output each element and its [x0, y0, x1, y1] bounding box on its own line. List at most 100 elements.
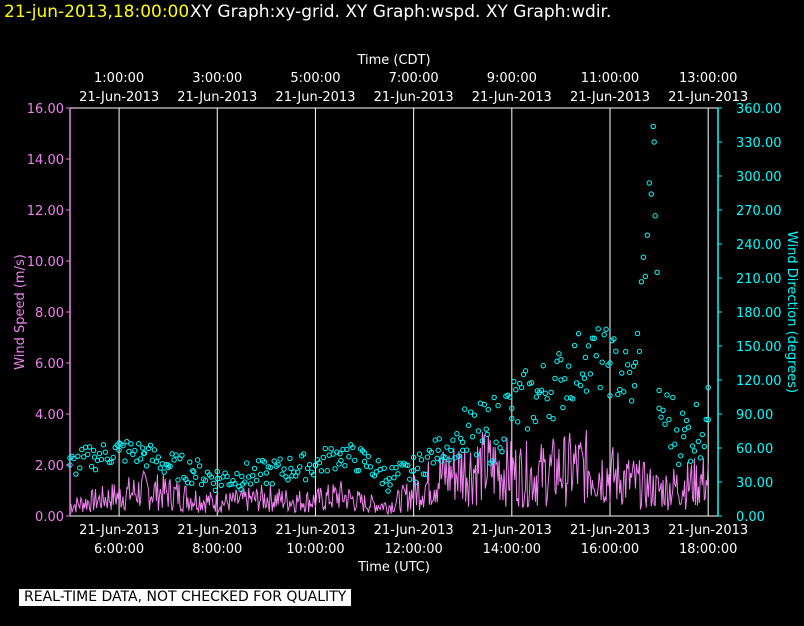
wind-direction-point: [636, 348, 643, 355]
wind-direction-point: [232, 480, 238, 487]
right-axis-tick-label: 0.00: [736, 510, 765, 525]
wind-direction-point: [467, 409, 474, 415]
wind-direction-point: [560, 404, 566, 411]
wind-direction-point: [566, 363, 572, 369]
bottom-axis-tick-date: 21-Jun-2013: [472, 523, 552, 538]
wind-direction-point: [558, 356, 564, 363]
wind-direction-point: [495, 402, 501, 409]
wind-direction-point: [361, 450, 368, 456]
wind-direction-point: [660, 407, 666, 413]
wind-direction-point: [173, 452, 179, 458]
wind-direction-point: [582, 354, 589, 361]
wind-direction-point: [461, 406, 468, 412]
bottom-axis-tick-time: 10:00:00: [286, 542, 344, 557]
wind-direction-point: [642, 273, 649, 280]
wind-direction-point: [208, 474, 215, 480]
wind-direction-point: [214, 468, 220, 475]
wind-direction-point: [153, 458, 160, 465]
wind-direction-point: [556, 351, 562, 357]
bottom-axis-tick-date: 21-Jun-2013: [275, 523, 355, 538]
wind-direction-point: [300, 451, 307, 457]
wind-direction-point: [190, 467, 196, 474]
wind-direction-point: [414, 465, 421, 472]
right-axis-tick-label: 330.00: [736, 136, 782, 151]
wind-direction-point: [634, 330, 641, 337]
wind-direction-point: [320, 454, 327, 461]
wind-direction-point: [312, 462, 319, 469]
wind-direction-point: [110, 454, 116, 461]
wind-direction-point: [251, 465, 258, 472]
wind-direction-point: [202, 477, 209, 484]
bottom-axis-tick-time: 16:00:00: [581, 542, 639, 557]
wind-direction-point: [631, 382, 638, 389]
wind-direction-point: [79, 446, 85, 453]
wind-direction-point: [533, 394, 540, 400]
wind-direction-point: [275, 462, 281, 468]
wind-direction-point: [306, 461, 313, 468]
wind-direction-point: [615, 391, 621, 398]
wind-direction-point: [81, 454, 87, 460]
wind-direction-point: [353, 468, 360, 474]
wind-direction-point: [601, 332, 607, 338]
wind-direction-point: [550, 415, 556, 422]
wind-direction-point: [124, 438, 130, 445]
wind-direction-point: [691, 448, 698, 454]
right-axis-tick-label: 360.00: [736, 102, 782, 117]
wind-direction-point: [334, 449, 340, 455]
wind-direction-point: [611, 336, 617, 342]
title-bar: 21-jun-2013,18:00:00 XY Graph:xy-grid. X…: [0, 0, 804, 26]
wind-direction-point: [100, 442, 107, 448]
wind-direction-point: [454, 431, 460, 437]
right-axis-tick-label: 90.00: [736, 408, 773, 423]
wind-direction-point: [644, 232, 651, 238]
right-axis-tick-label: 120.00: [736, 374, 782, 389]
wind-direction-point: [683, 417, 690, 424]
wind-direction-point: [420, 471, 427, 477]
wind-direction-point: [84, 451, 91, 458]
wind-direction-point: [196, 463, 203, 469]
wind-direction-point: [387, 482, 393, 488]
wind-direction-point: [385, 488, 391, 494]
wind-direction-point: [430, 460, 436, 466]
wind-direction-point: [481, 401, 488, 408]
wind-direction-point: [88, 463, 95, 470]
wind-direction-point: [511, 378, 517, 385]
wind-direction-point: [137, 456, 144, 462]
top-axis-tick-date: 21-Jun-2013: [374, 90, 454, 105]
top-axis-tick-date: 21-Jun-2013: [275, 90, 355, 105]
wind-direction-point: [271, 458, 277, 464]
wind-direction-point: [328, 446, 334, 452]
wind-direction-point: [693, 401, 700, 408]
wind-direction-point: [540, 363, 546, 369]
wind-direction-point: [438, 458, 444, 464]
wind-direction-point: [350, 444, 356, 451]
wind-direction-point: [379, 480, 385, 487]
wind-direction-point: [383, 477, 389, 484]
wind-direction-point: [218, 482, 224, 488]
left-axis-tick-label: 6.00: [35, 357, 64, 372]
wind-direction-point: [571, 342, 578, 349]
wind-direction-point: [318, 468, 325, 474]
wind-direction-point: [672, 441, 678, 447]
left-axis-tick-label: 0.00: [35, 510, 64, 525]
right-axis-tick-label: 240.00: [736, 238, 782, 253]
wind-direction-point: [367, 464, 374, 470]
wind-direction-point: [668, 444, 674, 450]
wind-direction-point: [116, 447, 122, 453]
wind-direction-point: [90, 447, 97, 454]
wind-direction-point: [287, 455, 293, 462]
wind-direction-point: [623, 348, 629, 355]
top-axis-tick-date: 21-Jun-2013: [668, 90, 748, 105]
wind-direction-point: [448, 447, 454, 454]
wind-direction-point: [677, 453, 684, 459]
wind-direction-point: [465, 422, 472, 429]
wind-direction-point: [191, 469, 197, 475]
top-axis-tick-time: 7:00:00: [389, 71, 439, 86]
wind-direction-point: [324, 468, 330, 474]
wind-direction-point: [473, 452, 480, 458]
wind-direction-point: [628, 398, 635, 404]
top-axis-tick-time: 13:00:00: [679, 71, 737, 86]
wind-direction-point: [589, 335, 596, 341]
wind-direction-point: [676, 461, 682, 468]
wind-direction-point: [593, 353, 599, 359]
